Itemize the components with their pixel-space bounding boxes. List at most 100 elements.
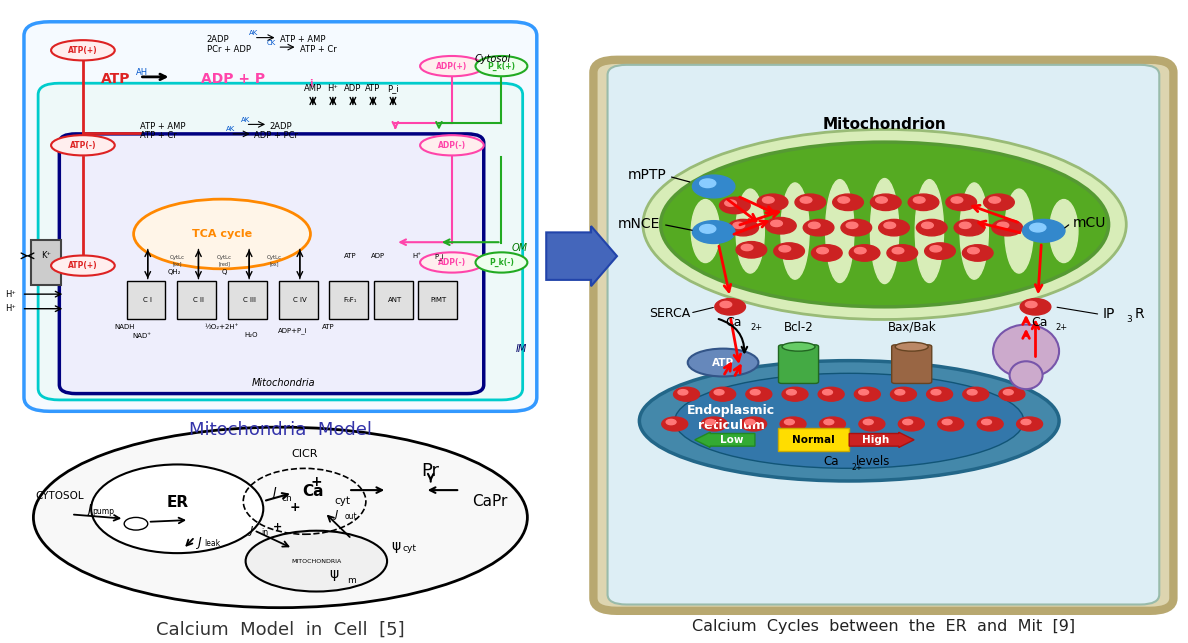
Circle shape (678, 390, 688, 395)
Circle shape (879, 219, 909, 236)
Text: Calcium  Cycles  between  the  ER  and  Mit  [9]: Calcium Cycles between the ER and Mit [9… (691, 619, 1075, 634)
Text: Endoplasmic
reticulum: Endoplasmic reticulum (688, 404, 776, 431)
Text: C II: C II (192, 298, 204, 303)
Circle shape (924, 243, 955, 259)
Ellipse shape (475, 252, 527, 273)
Text: ADP: ADP (371, 253, 385, 259)
Text: ADP + PCr: ADP + PCr (254, 131, 298, 140)
Circle shape (952, 197, 962, 203)
Text: Normal: Normal (792, 435, 835, 445)
Circle shape (922, 222, 934, 228)
Circle shape (927, 387, 953, 401)
Circle shape (846, 222, 858, 228)
Text: leak: leak (204, 539, 221, 548)
Text: PCr + ADP: PCr + ADP (207, 44, 251, 53)
Circle shape (741, 244, 753, 251)
Circle shape (908, 194, 939, 210)
Ellipse shape (691, 199, 720, 262)
FancyBboxPatch shape (279, 282, 317, 320)
Text: H⁺: H⁺ (192, 236, 204, 245)
Ellipse shape (1010, 361, 1043, 389)
Ellipse shape (246, 530, 387, 592)
Ellipse shape (960, 183, 988, 279)
Text: CaPr: CaPr (472, 494, 507, 509)
Text: ADP+P_i: ADP+P_i (278, 327, 308, 334)
Circle shape (876, 197, 887, 203)
Text: SERCA: SERCA (649, 307, 690, 320)
Text: ADP(+): ADP(+) (436, 62, 468, 71)
Circle shape (884, 222, 896, 228)
Text: [ox]: [ox] (172, 261, 182, 266)
Circle shape (895, 390, 905, 395)
FancyArrow shape (546, 226, 617, 286)
Circle shape (737, 242, 766, 258)
Circle shape (997, 222, 1009, 228)
Circle shape (859, 417, 885, 431)
Circle shape (765, 217, 796, 234)
Text: K⁺: K⁺ (40, 251, 51, 260)
Circle shape (892, 248, 904, 254)
Text: P_k(+): P_k(+) (487, 62, 516, 71)
Circle shape (745, 419, 754, 424)
Circle shape (725, 200, 737, 206)
Text: ER: ER (166, 495, 188, 510)
Text: Ca: Ca (823, 455, 839, 469)
Text: ATP: ATP (712, 358, 734, 368)
Ellipse shape (661, 142, 1108, 307)
Text: AK: AK (241, 117, 251, 123)
Ellipse shape (896, 342, 928, 351)
Text: NADH: NADH (114, 324, 134, 330)
Text: AK: AK (249, 30, 259, 36)
Ellipse shape (51, 40, 115, 60)
FancyBboxPatch shape (418, 282, 456, 320)
Text: i: i (309, 79, 312, 89)
Text: ATP + AMP: ATP + AMP (139, 122, 185, 131)
Text: H⁺: H⁺ (244, 236, 254, 245)
Circle shape (822, 390, 833, 395)
Text: CYTOSOL: CYTOSOL (34, 491, 83, 501)
Circle shape (746, 387, 772, 401)
Ellipse shape (643, 129, 1126, 320)
Circle shape (891, 387, 916, 401)
Text: H⁺: H⁺ (328, 84, 339, 93)
Circle shape (898, 417, 924, 431)
Circle shape (801, 197, 811, 203)
Text: 2ADP: 2ADP (207, 35, 229, 44)
Ellipse shape (781, 183, 809, 279)
Ellipse shape (1050, 199, 1078, 262)
Text: Ca: Ca (1031, 316, 1048, 329)
Circle shape (781, 417, 805, 431)
FancyArrow shape (849, 432, 914, 448)
Text: Q: Q (222, 269, 227, 275)
Circle shape (864, 419, 873, 424)
Circle shape (811, 245, 842, 261)
Text: AK: AK (226, 127, 235, 132)
Text: H⁺: H⁺ (5, 289, 15, 298)
FancyBboxPatch shape (228, 282, 267, 320)
Text: High: High (861, 435, 889, 445)
Circle shape (967, 390, 977, 395)
Text: ADP(-): ADP(-) (438, 258, 466, 267)
Text: mNCE: mNCE (618, 217, 661, 231)
Text: QH₂: QH₂ (169, 269, 182, 275)
Text: Bcl-2: Bcl-2 (784, 321, 814, 334)
Circle shape (771, 221, 783, 226)
Circle shape (833, 194, 864, 210)
Circle shape (937, 417, 963, 431)
Text: 2+: 2+ (750, 323, 763, 332)
FancyBboxPatch shape (59, 134, 484, 394)
Circle shape (978, 417, 1003, 431)
Ellipse shape (871, 179, 899, 284)
Circle shape (816, 248, 828, 254)
FancyBboxPatch shape (329, 282, 368, 320)
Ellipse shape (915, 179, 943, 282)
Text: ATP + Cr: ATP + Cr (299, 44, 336, 53)
Text: C III: C III (242, 298, 255, 303)
Circle shape (1020, 298, 1051, 315)
Text: R: R (1135, 307, 1144, 322)
Circle shape (988, 197, 1000, 203)
Ellipse shape (475, 56, 527, 77)
Text: Mitochondria: Mitochondria (252, 378, 315, 388)
Text: P_i: P_i (387, 84, 399, 93)
Circle shape (1030, 223, 1045, 232)
